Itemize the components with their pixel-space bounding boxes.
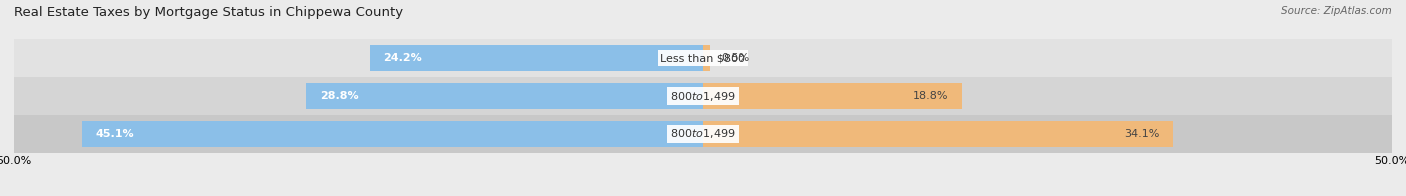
Text: 45.1%: 45.1% [96,129,134,139]
Bar [307,83,703,109]
Text: Source: ZipAtlas.com: Source: ZipAtlas.com [1281,6,1392,16]
Bar [703,121,1173,147]
Bar [14,115,1392,153]
Text: 28.8%: 28.8% [321,91,359,101]
Bar [703,45,710,71]
Text: $800 to $1,499: $800 to $1,499 [671,127,735,140]
Text: 24.2%: 24.2% [384,53,422,63]
Text: 18.8%: 18.8% [912,91,948,101]
Bar [370,45,703,71]
Bar [14,39,1392,77]
Text: Less than $800: Less than $800 [661,53,745,63]
Bar [14,77,1392,115]
Text: $800 to $1,499: $800 to $1,499 [671,90,735,103]
Text: Real Estate Taxes by Mortgage Status in Chippewa County: Real Estate Taxes by Mortgage Status in … [14,6,404,19]
Bar [703,83,962,109]
Text: 0.5%: 0.5% [721,53,749,63]
Bar [82,121,703,147]
Text: 34.1%: 34.1% [1123,129,1159,139]
